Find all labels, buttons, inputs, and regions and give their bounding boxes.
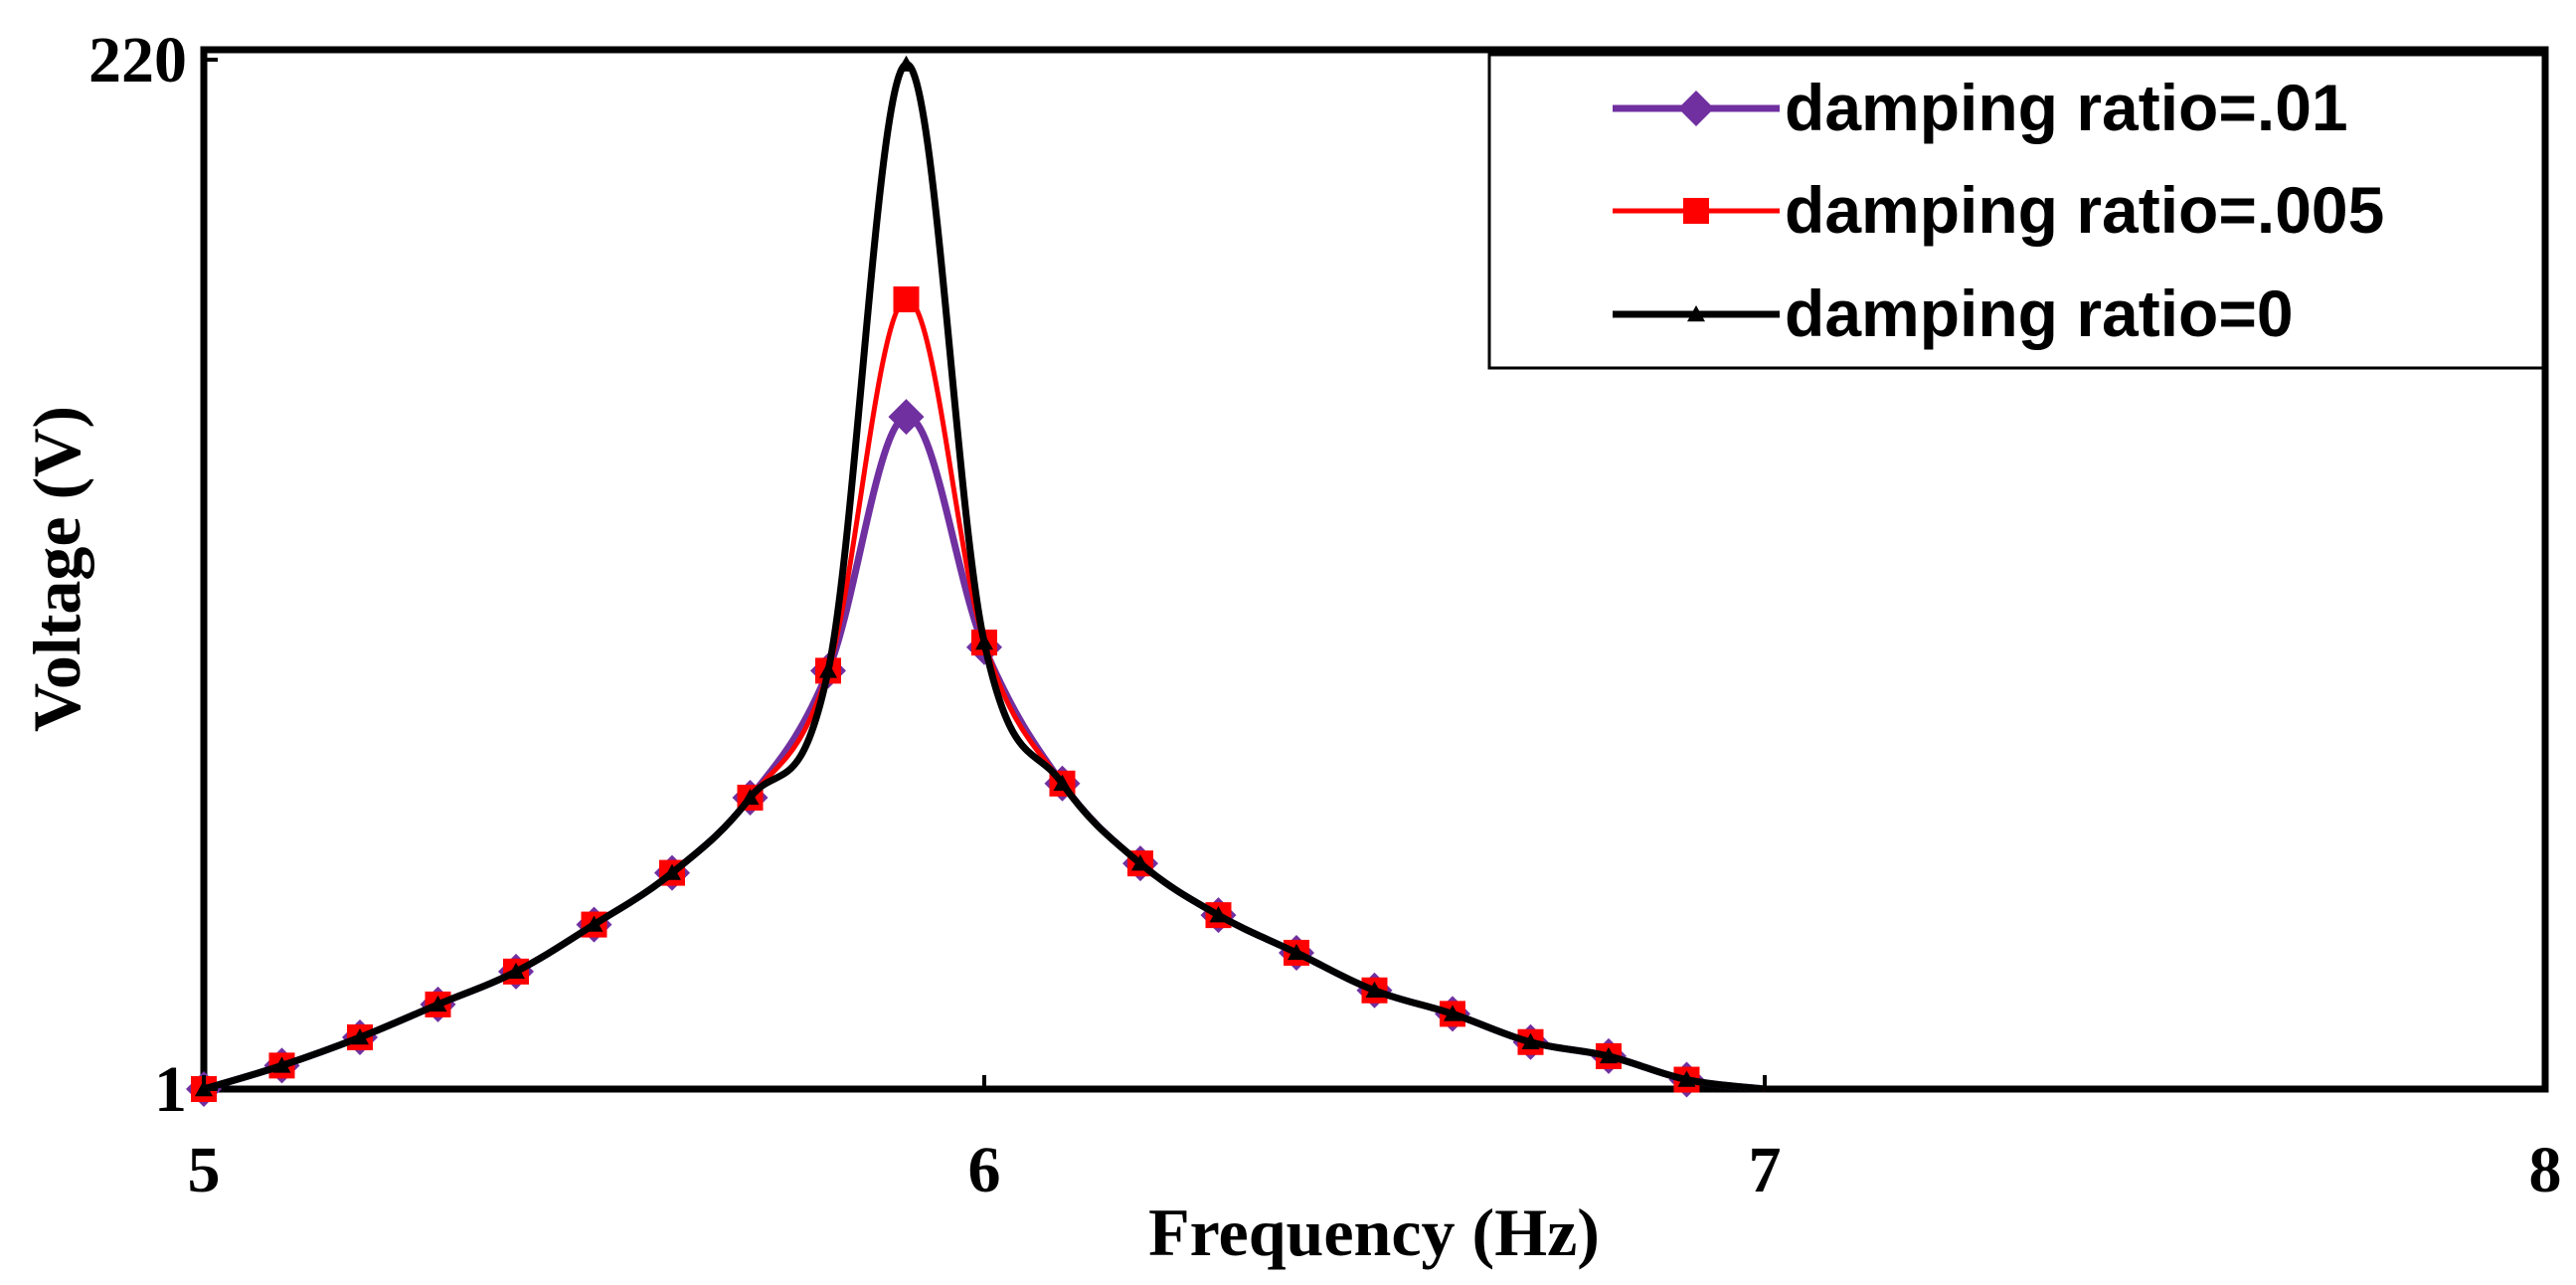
data-point-damping-0 [1053,774,1072,792]
data-point-damping-0 [1677,1070,1696,1087]
series-damping-0 [195,55,1766,1097]
legend-marker-diamond [1678,91,1714,126]
series-layer [186,55,1766,1107]
legend-label: damping ratio=.005 [1785,173,2384,247]
x-axis-title: Frequency (Hz) [1148,1194,1600,1270]
data-point-damping-0 [819,661,837,678]
data-point-damping-0 [1365,981,1384,998]
x-tick-label: 5 [188,1134,221,1206]
y-axis-title: Voltage (V) [19,406,94,732]
x-tick-label: 8 [2529,1134,2562,1206]
plot-frame [200,46,2549,1093]
data-point-damping-005 [893,286,920,313]
data-point-damping-0 [351,1028,369,1045]
data-point-damping-01 [888,399,925,436]
data-point-damping-0 [1288,943,1305,961]
data-point-damping-0 [1209,906,1228,923]
legend-marker-shape [1687,305,1705,322]
legend-entry-damping-01: damping ratio=.01 [1613,71,2348,144]
legend-label: damping ratio=.01 [1785,71,2348,144]
legend: damping ratio=.01 damping ratio=.005 dam… [1487,53,2545,370]
data-point-damping-0 [429,995,447,1012]
y-tick-label: 220 [88,24,187,96]
data-point-damping-0 [1444,1005,1461,1021]
series-damping-005 [191,286,1766,1102]
data-point-damping-0 [741,788,760,806]
legend-marker-shape [1683,198,1709,224]
legend-entry-damping-0: damping ratio=0 [1613,276,2294,350]
legend-label: damping ratio=0 [1785,276,2294,350]
x-tick-label: 6 [968,1134,1001,1206]
data-point-damping-0 [1521,1032,1540,1049]
legend-marker-square [1683,198,1709,224]
x-tick-label: 7 [1749,1134,1782,1206]
legend-entry-damping-005: damping ratio=.005 [1613,173,2384,247]
legend-marker-shape [1678,91,1714,126]
series-line-damping-005 [203,296,1766,1092]
data-point-damping-0 [507,962,525,980]
data-point-damping-0 [975,634,993,650]
data-point-damping-0 [1600,1046,1618,1064]
data-point-damping-0 [1131,854,1149,871]
data-point-damping-0 [272,1056,291,1073]
tick-layer: 5 6 7 8 1 220 [88,24,2562,1206]
y-tick-label: 1 [154,1053,187,1126]
legend-marker-triangle [1687,305,1705,322]
data-point-damping-0 [897,55,916,72]
data-point-damping-0 [585,915,603,932]
series-damping-01 [186,399,1766,1107]
data-point-damping-0 [663,863,681,880]
